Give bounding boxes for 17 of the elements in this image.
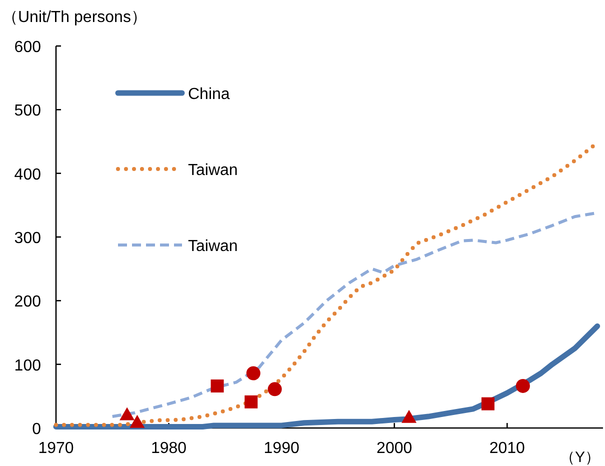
- y-tick-label: 300: [14, 230, 42, 247]
- legend-label: Taiwan: [188, 238, 238, 255]
- y-tick-label: 200: [14, 294, 42, 311]
- x-axis-title: （Y）: [560, 449, 600, 466]
- x-tick-label: 1980: [150, 440, 187, 457]
- y-tick-label: 0: [32, 421, 42, 438]
- y-tick-label: 100: [14, 357, 42, 374]
- legend-label: Taiwan: [188, 162, 238, 179]
- legend-label: China: [188, 86, 230, 103]
- y-tick-label: 600: [14, 39, 42, 56]
- x-tick-label: 2010: [489, 440, 526, 457]
- x-tick-label: 1970: [38, 440, 74, 457]
- x-tick-label: 1990: [264, 440, 300, 457]
- x-tick-label: 2000: [376, 440, 412, 457]
- y-tick-label: 500: [14, 102, 42, 120]
- y-axis-title: （Unit/Th persons）: [2, 9, 147, 26]
- y-tick-label: 400: [14, 166, 42, 184]
